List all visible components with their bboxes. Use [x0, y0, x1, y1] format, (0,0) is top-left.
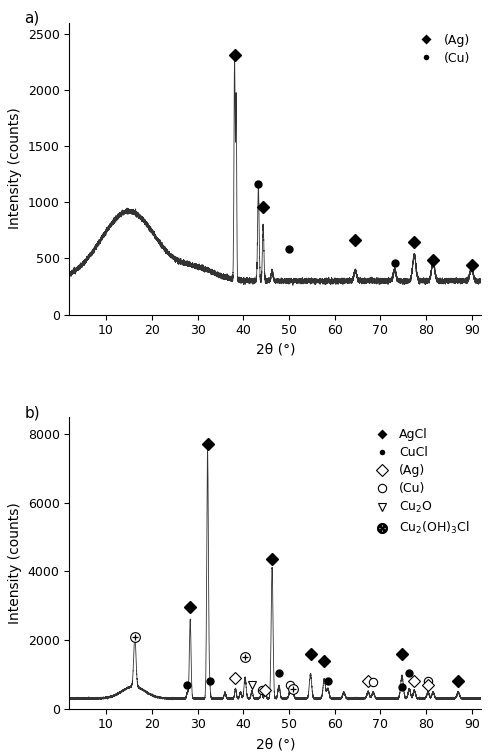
Legend: (Ag), (Cu): (Ag), (Cu) — [409, 29, 475, 70]
Y-axis label: Intensity (counts): Intensity (counts) — [8, 502, 22, 624]
Text: b): b) — [24, 405, 40, 420]
X-axis label: 2θ (°): 2θ (°) — [255, 737, 295, 751]
X-axis label: 2θ (°): 2θ (°) — [255, 343, 295, 357]
Y-axis label: Intensity (counts): Intensity (counts) — [8, 108, 22, 229]
Text: a): a) — [24, 11, 39, 26]
Legend: AgCl, CuCl, (Ag), (Cu), Cu$_2$O, Cu$_2$(OH)$_3$Cl: AgCl, CuCl, (Ag), (Cu), Cu$_2$O, Cu$_2$(… — [364, 423, 475, 541]
